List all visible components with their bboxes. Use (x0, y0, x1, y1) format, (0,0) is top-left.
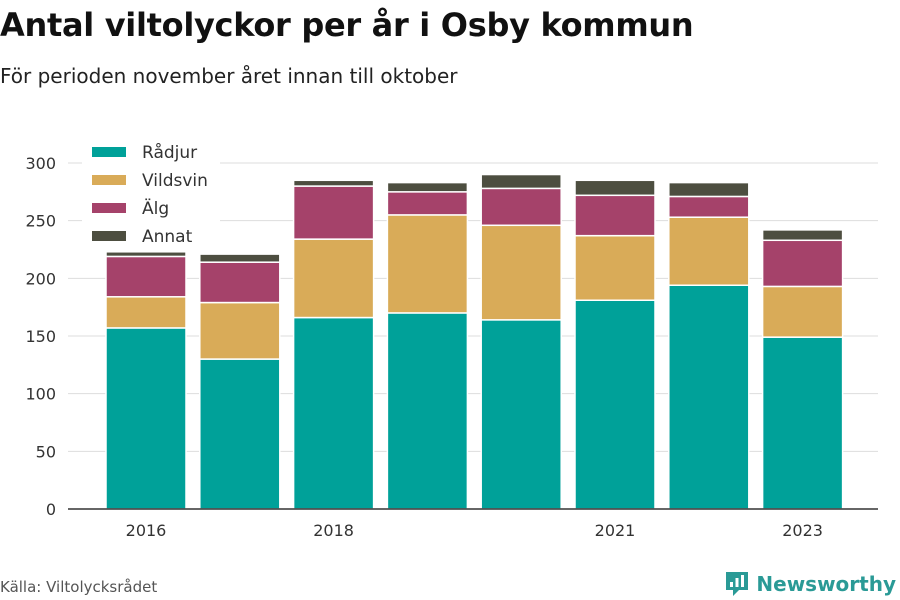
chart-title: Antal viltolyckor per år i Osby kommun (0, 6, 694, 44)
bar-segment (292, 316, 375, 510)
bar-segment (199, 358, 281, 510)
y-tick-label: 150 (25, 327, 56, 346)
legend-label: Älg (142, 198, 169, 219)
bar-segment (668, 181, 750, 198)
bar-segment (668, 216, 750, 287)
bar-segment (480, 173, 562, 190)
legend-swatch (92, 147, 126, 157)
bar-segment (480, 187, 562, 227)
bar-segment (386, 214, 469, 314)
bar-segment (386, 181, 469, 193)
bar-segment (480, 224, 562, 321)
source-note: Källa: Viltolycksrådet (0, 578, 158, 596)
bar-segment (761, 336, 844, 510)
x-tick-label: 2021 (595, 521, 636, 540)
brand-name: Newsworthy (756, 572, 896, 596)
bar-segment (668, 195, 750, 218)
bar-segment (574, 194, 656, 237)
chart-subtitle: För perioden november året innan till ok… (0, 64, 458, 88)
x-tick-label: 2018 (313, 521, 354, 540)
bar-segment (574, 179, 656, 197)
bar-segment (386, 191, 469, 216)
bar-segment (386, 312, 469, 510)
y-tick-label: 250 (25, 212, 56, 231)
y-tick-label: 0 (46, 500, 56, 519)
x-tick-label: 2023 (782, 521, 823, 540)
bar-segment (292, 179, 375, 187)
bar-segment (105, 296, 187, 329)
bar-segment (292, 185, 375, 240)
y-tick-label: 200 (25, 269, 56, 288)
legend-swatch (92, 203, 126, 213)
x-tick-label: 2016 (126, 521, 167, 540)
bar-segment (199, 301, 281, 360)
bar-segment (199, 261, 281, 304)
legend-label: Vildsvin (142, 171, 208, 191)
bar-segment (574, 299, 656, 510)
legend-swatch (92, 231, 126, 241)
legend-label: Annat (142, 227, 193, 247)
stacked-bar-chart: 0 50 100 150 200 250 300 2016 2018 2021 2023 Rådjur… (25, 142, 878, 540)
bar-segment (105, 327, 187, 510)
bar-segment (105, 251, 187, 258)
bar-segment (480, 319, 562, 510)
bar-segment (668, 284, 750, 510)
bar-segment (105, 255, 187, 298)
bar-segment (761, 285, 844, 338)
bar-segment (761, 239, 844, 288)
brand-logo: Newsworthy (724, 570, 896, 598)
y-tick-label: 50 (36, 442, 56, 461)
newsworthy-logo-icon (726, 572, 749, 596)
bar-segment (761, 229, 844, 242)
bar-segment (292, 238, 375, 319)
y-tick-label: 100 (25, 385, 56, 404)
legend-label: Rådjur (142, 142, 197, 163)
bar-segment (574, 234, 656, 301)
y-tick-label: 300 (25, 154, 56, 173)
bar-segment (199, 253, 281, 263)
legend-swatch (92, 175, 126, 185)
